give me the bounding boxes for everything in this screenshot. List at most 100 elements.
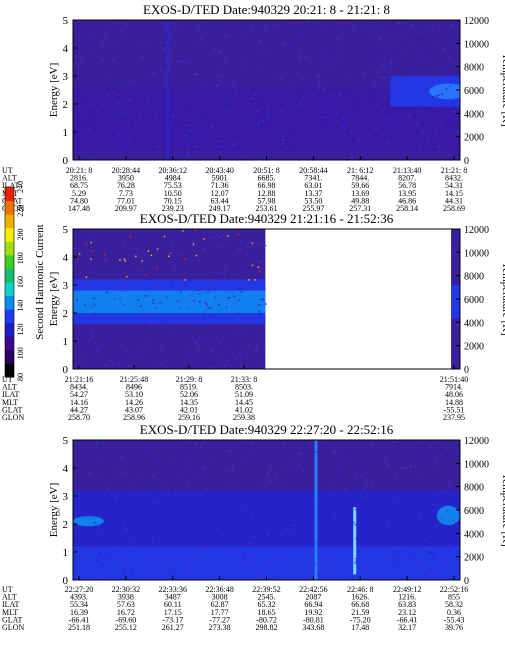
speckle xyxy=(355,93,358,96)
speckle xyxy=(297,464,300,466)
speckle xyxy=(378,115,381,117)
speckle xyxy=(428,455,431,457)
speckle xyxy=(340,145,343,147)
speckle xyxy=(398,491,401,494)
vertical-feature xyxy=(166,20,170,160)
speckle xyxy=(197,67,200,70)
speckle xyxy=(123,535,126,538)
speckle xyxy=(122,566,125,569)
ephemeris-cell: 343.68 xyxy=(302,623,324,632)
speckle xyxy=(300,102,303,104)
texture-speckles xyxy=(73,20,460,160)
speckle xyxy=(380,46,383,49)
speckle xyxy=(143,295,146,297)
speckle xyxy=(228,450,231,453)
speckle xyxy=(417,513,420,516)
speckle xyxy=(122,495,125,497)
speckle xyxy=(195,535,198,538)
speckle xyxy=(374,127,377,130)
speckle xyxy=(81,363,84,365)
speckle xyxy=(449,46,452,49)
speckle xyxy=(174,41,177,43)
speckle xyxy=(354,38,357,41)
plot-area xyxy=(73,20,460,160)
speckle xyxy=(270,455,273,458)
flux-enhancement xyxy=(73,516,104,527)
speckle xyxy=(383,95,386,98)
speckle xyxy=(367,474,370,476)
speckle xyxy=(198,35,201,37)
speckle xyxy=(101,568,104,571)
speckle xyxy=(439,454,442,457)
speckle xyxy=(200,443,203,446)
speckle xyxy=(107,265,110,267)
speckle xyxy=(210,349,213,352)
speckle xyxy=(206,118,209,120)
ephemeris-cell: 20:58:44 xyxy=(299,166,327,175)
speckle xyxy=(157,302,160,305)
speckle xyxy=(90,348,93,350)
ephemeris-cell: 54.27 xyxy=(70,390,88,399)
speckle xyxy=(203,314,206,316)
speckle xyxy=(120,37,123,39)
speckle xyxy=(326,139,329,142)
speckle xyxy=(253,102,256,105)
speckle xyxy=(292,533,295,535)
speckle xyxy=(78,39,81,41)
speckle xyxy=(253,115,256,118)
speckle xyxy=(205,304,208,307)
speckle xyxy=(179,138,182,140)
speckle xyxy=(217,565,220,567)
ephemeris-cell: 273.38 xyxy=(209,623,231,632)
speckle xyxy=(456,131,459,133)
ephemeris-cell: 22:46: 8 xyxy=(347,585,373,594)
speckle xyxy=(102,58,105,60)
speckle xyxy=(269,469,272,471)
speckle xyxy=(371,519,374,522)
speckle xyxy=(74,22,77,24)
speckle xyxy=(326,111,329,113)
vertical-feature xyxy=(314,440,318,580)
speckle xyxy=(130,568,133,571)
speckle xyxy=(358,139,361,141)
speckle xyxy=(298,56,301,59)
speckle xyxy=(322,570,325,572)
speckle xyxy=(205,137,208,140)
ephemeris-cell: 259.38 xyxy=(233,413,255,422)
speckle xyxy=(176,300,179,303)
speckle xyxy=(338,536,341,538)
ephemeris-cell: 54.31 xyxy=(445,181,463,190)
speckle xyxy=(296,561,299,564)
colorbar-segment xyxy=(5,187,14,202)
speckle xyxy=(103,545,106,547)
speckle xyxy=(112,503,115,505)
speckle xyxy=(269,158,272,160)
speckle xyxy=(234,50,237,53)
speckle xyxy=(455,314,458,316)
speckle xyxy=(340,140,343,143)
speckle xyxy=(191,131,194,133)
speckle xyxy=(458,99,460,101)
speckle xyxy=(170,120,173,123)
speckle xyxy=(116,105,119,108)
speckle xyxy=(334,518,337,520)
ephemeris-cell: 18.65 xyxy=(258,608,276,617)
speckle xyxy=(444,462,447,465)
speckle xyxy=(317,502,320,505)
speckle xyxy=(128,564,131,566)
speckle xyxy=(370,444,373,447)
speckle xyxy=(344,109,347,111)
speckle xyxy=(392,80,395,83)
speckle xyxy=(287,82,290,85)
speckle xyxy=(337,38,340,40)
speckle xyxy=(366,112,369,115)
speckle xyxy=(180,155,183,157)
speckle xyxy=(122,572,125,575)
speckle xyxy=(201,513,204,516)
hot-pixel xyxy=(251,264,254,267)
speckle xyxy=(165,482,168,485)
ephemeris-cell: 251.18 xyxy=(68,623,90,632)
speckle xyxy=(230,471,233,473)
speckle xyxy=(210,333,213,336)
speckle xyxy=(407,578,410,580)
